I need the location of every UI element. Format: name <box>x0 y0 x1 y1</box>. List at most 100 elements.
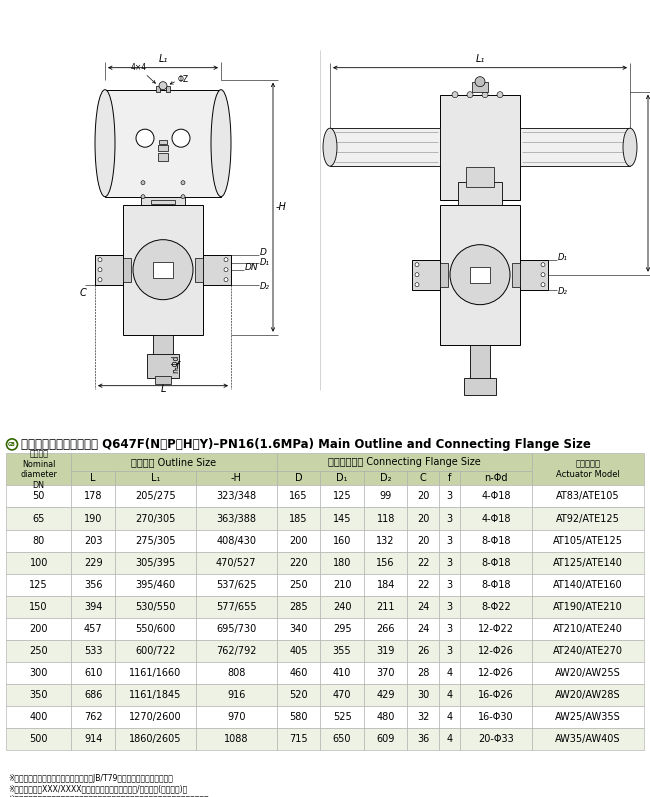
Bar <box>115 728 196 750</box>
Bar <box>320 662 364 684</box>
Bar <box>460 574 532 595</box>
Bar <box>277 684 320 706</box>
Text: 533: 533 <box>84 646 103 656</box>
Bar <box>408 472 439 485</box>
Text: 20: 20 <box>417 536 429 546</box>
Text: 30: 30 <box>417 690 429 700</box>
Bar <box>464 378 496 395</box>
Bar <box>123 257 131 281</box>
Text: 65: 65 <box>32 513 45 524</box>
Text: 145: 145 <box>333 513 352 524</box>
Text: 405: 405 <box>289 646 308 656</box>
Text: 408/430: 408/430 <box>216 536 256 546</box>
Circle shape <box>98 268 102 272</box>
Text: AT210/ATE240: AT210/ATE240 <box>553 624 623 634</box>
Bar <box>196 662 277 684</box>
Bar <box>439 706 460 728</box>
Bar <box>156 86 160 92</box>
Text: 24: 24 <box>417 624 429 634</box>
Text: AT125/ATE140: AT125/ATE140 <box>553 558 623 567</box>
Circle shape <box>541 263 545 267</box>
Bar <box>412 260 440 289</box>
Text: 178: 178 <box>84 492 103 501</box>
Bar <box>408 552 439 574</box>
Bar <box>320 552 364 574</box>
Bar <box>364 552 408 574</box>
Text: 36: 36 <box>417 734 429 744</box>
Text: 4: 4 <box>447 690 452 700</box>
Text: 520: 520 <box>289 690 308 700</box>
Bar <box>72 552 115 574</box>
Text: 80: 80 <box>32 536 45 546</box>
Text: 275/305: 275/305 <box>135 536 176 546</box>
Text: AW20/AW28S: AW20/AW28S <box>555 690 621 700</box>
Bar <box>277 662 320 684</box>
Text: 808: 808 <box>227 668 246 677</box>
Bar <box>470 344 490 379</box>
Text: 460: 460 <box>289 668 307 677</box>
Text: 550/600: 550/600 <box>135 624 176 634</box>
Text: AW35/AW40S: AW35/AW40S <box>555 734 621 744</box>
Bar <box>532 662 644 684</box>
Text: AT105/ATE125: AT105/ATE125 <box>553 536 623 546</box>
Bar <box>364 640 408 662</box>
Text: AT83/ATE105: AT83/ATE105 <box>556 492 620 501</box>
Bar <box>520 260 548 289</box>
Bar <box>364 618 408 640</box>
Text: 270/305: 270/305 <box>135 513 176 524</box>
Bar <box>196 529 277 552</box>
Bar <box>408 508 439 529</box>
Text: 695/730: 695/730 <box>216 624 257 634</box>
Text: AT190/ATE210: AT190/ATE210 <box>553 602 623 611</box>
Text: 3: 3 <box>447 558 452 567</box>
Text: ※：执行器型号XXX/XXXX分别是气动执行器双作用式/单作用式(弹簧复位)。: ※：执行器型号XXX/XXXX分别是气动执行器双作用式/单作用式(弹簧复位)。 <box>8 784 187 793</box>
Bar <box>408 618 439 640</box>
Text: 429: 429 <box>376 690 395 700</box>
Text: 执行器型号
Actuator Model: 执行器型号 Actuator Model <box>556 460 620 479</box>
Text: C: C <box>420 473 426 484</box>
Text: 32: 32 <box>417 712 429 722</box>
Bar <box>277 706 320 728</box>
Bar <box>6 662 72 684</box>
Bar <box>439 472 460 485</box>
Bar <box>196 508 277 529</box>
Bar <box>320 618 364 640</box>
Text: -H: -H <box>276 202 287 212</box>
Bar <box>115 485 196 508</box>
Bar <box>277 485 320 508</box>
Text: 4: 4 <box>447 668 452 677</box>
Bar <box>153 261 173 277</box>
Bar <box>532 684 644 706</box>
Text: 500: 500 <box>29 734 48 744</box>
Bar <box>466 167 494 186</box>
Bar <box>364 684 408 706</box>
Bar <box>196 552 277 574</box>
Text: n-Φd: n-Φd <box>171 355 180 373</box>
Bar <box>408 706 439 728</box>
Text: 410: 410 <box>333 668 351 677</box>
Text: 50: 50 <box>32 492 45 501</box>
Bar <box>532 485 644 508</box>
Text: 580: 580 <box>289 712 308 722</box>
Text: 20: 20 <box>417 492 429 501</box>
Ellipse shape <box>623 128 637 167</box>
Text: 600/722: 600/722 <box>135 646 176 656</box>
Bar <box>532 529 644 552</box>
Bar <box>364 508 408 529</box>
Text: 185: 185 <box>289 513 308 524</box>
Text: D₁: D₁ <box>336 473 348 484</box>
Text: 250: 250 <box>289 579 308 590</box>
Bar <box>364 662 408 684</box>
Text: D₁: D₁ <box>260 258 270 267</box>
Text: 1860/2605: 1860/2605 <box>129 734 181 744</box>
Bar <box>408 684 439 706</box>
Text: 210: 210 <box>333 579 352 590</box>
Text: 12-Φ26: 12-Φ26 <box>478 668 514 677</box>
Bar <box>6 618 72 640</box>
Bar <box>460 640 532 662</box>
Text: 525: 525 <box>333 712 352 722</box>
Bar <box>115 640 196 662</box>
Bar <box>72 618 115 640</box>
Text: 457: 457 <box>84 624 103 634</box>
Text: D₁: D₁ <box>558 253 568 262</box>
